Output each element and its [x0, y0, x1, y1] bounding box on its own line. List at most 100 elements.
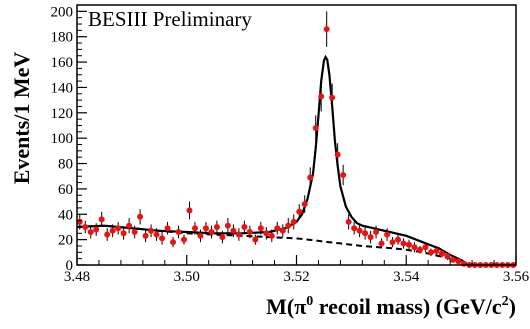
data-marker [422, 244, 429, 251]
data-point [296, 204, 303, 220]
data-point [148, 224, 155, 238]
data-marker [405, 241, 412, 248]
data-point [120, 226, 127, 240]
x-axis-title-main: M(π [266, 294, 306, 319]
x-axis-title-sup1: 0 [306, 294, 313, 309]
tick-labels: 0 20 40 60 80 100 120 140 160 180 200 3.48 3.50 3.52 3… [51, 4, 530, 285]
y-tick-label: 60 [58, 182, 73, 198]
data-marker [351, 225, 358, 232]
data-marker [115, 225, 122, 232]
data-marker [416, 246, 423, 253]
data-marker [301, 201, 308, 208]
data-point [279, 224, 286, 238]
data-point [367, 230, 374, 244]
data-point [460, 260, 467, 267]
x-tick-label: 3.50 [174, 269, 200, 285]
data-point [263, 226, 270, 240]
data-marker [378, 240, 385, 247]
data-point [285, 218, 292, 234]
data-point [219, 230, 226, 244]
y-tick-label: 200 [51, 4, 74, 20]
data-marker [164, 225, 171, 232]
data-marker [98, 216, 105, 223]
data-marker [290, 218, 297, 225]
x-tick-label: 3.48 [64, 269, 90, 285]
data-marker [438, 250, 445, 257]
x-tick-label: 3.54 [393, 269, 420, 285]
data-point [230, 224, 237, 238]
data-point [235, 228, 242, 241]
data-point [438, 249, 445, 258]
data-point [416, 245, 423, 254]
data-point [334, 143, 341, 167]
y-tick-label: 160 [51, 55, 74, 71]
data-marker [93, 226, 100, 233]
data-point [115, 221, 122, 235]
data-marker [460, 260, 467, 267]
data-marker [389, 239, 396, 246]
data-marker [235, 231, 242, 238]
y-tick-label: 20 [58, 233, 73, 249]
data-point [405, 239, 412, 250]
data-point [356, 224, 363, 238]
data-marker [449, 256, 456, 263]
data-marker [148, 227, 155, 234]
data-marker [104, 231, 111, 238]
data-point [411, 242, 418, 253]
chart-annotation: BESIII Preliminary [88, 7, 252, 31]
data-point [378, 238, 385, 249]
data-point [323, 11, 330, 47]
data-point [318, 81, 325, 112]
data-marker [109, 227, 116, 234]
data-marker [131, 229, 138, 236]
data-marker [82, 223, 89, 230]
data-point [340, 164, 347, 186]
data-marker [153, 231, 160, 238]
data-point [345, 214, 352, 230]
data-point [395, 234, 402, 245]
data-marker [334, 151, 341, 158]
data-point [433, 247, 440, 255]
data-marker [367, 234, 374, 241]
data-marker [87, 229, 94, 236]
data-marker [329, 94, 336, 101]
fit-total-curve [76, 54, 516, 267]
data-point [444, 252, 451, 260]
data-point [153, 228, 160, 241]
data-point [455, 258, 462, 265]
y-tick-label: 80 [58, 157, 73, 173]
data-points [76, 11, 517, 268]
data-point [137, 209, 144, 225]
data-point [131, 225, 138, 239]
data-point [98, 211, 105, 227]
axis-ticks [76, 4, 517, 266]
data-point [312, 115, 319, 141]
data-point [191, 221, 198, 235]
data-point [351, 221, 358, 235]
data-point [241, 220, 248, 234]
data-marker [120, 230, 127, 237]
data-marker [356, 227, 363, 234]
y-axis-title: Events/1 MeV [9, 52, 34, 185]
x-tick-label: 3.56 [503, 269, 530, 285]
data-point [307, 167, 314, 188]
data-marker [252, 236, 259, 243]
data-marker [202, 225, 209, 232]
data-marker [137, 213, 144, 220]
data-marker [395, 236, 402, 243]
data-point [202, 221, 209, 235]
data-marker [186, 207, 193, 214]
y-tick-label: 120 [51, 106, 74, 122]
data-marker [312, 125, 319, 132]
data-marker [208, 229, 215, 236]
data-marker [373, 229, 380, 236]
data-marker [241, 223, 248, 230]
data-marker [433, 248, 440, 255]
data-point [164, 221, 171, 235]
data-point [82, 220, 89, 234]
data-point [181, 234, 188, 245]
data-marker [427, 249, 434, 256]
data-marker [285, 222, 292, 229]
